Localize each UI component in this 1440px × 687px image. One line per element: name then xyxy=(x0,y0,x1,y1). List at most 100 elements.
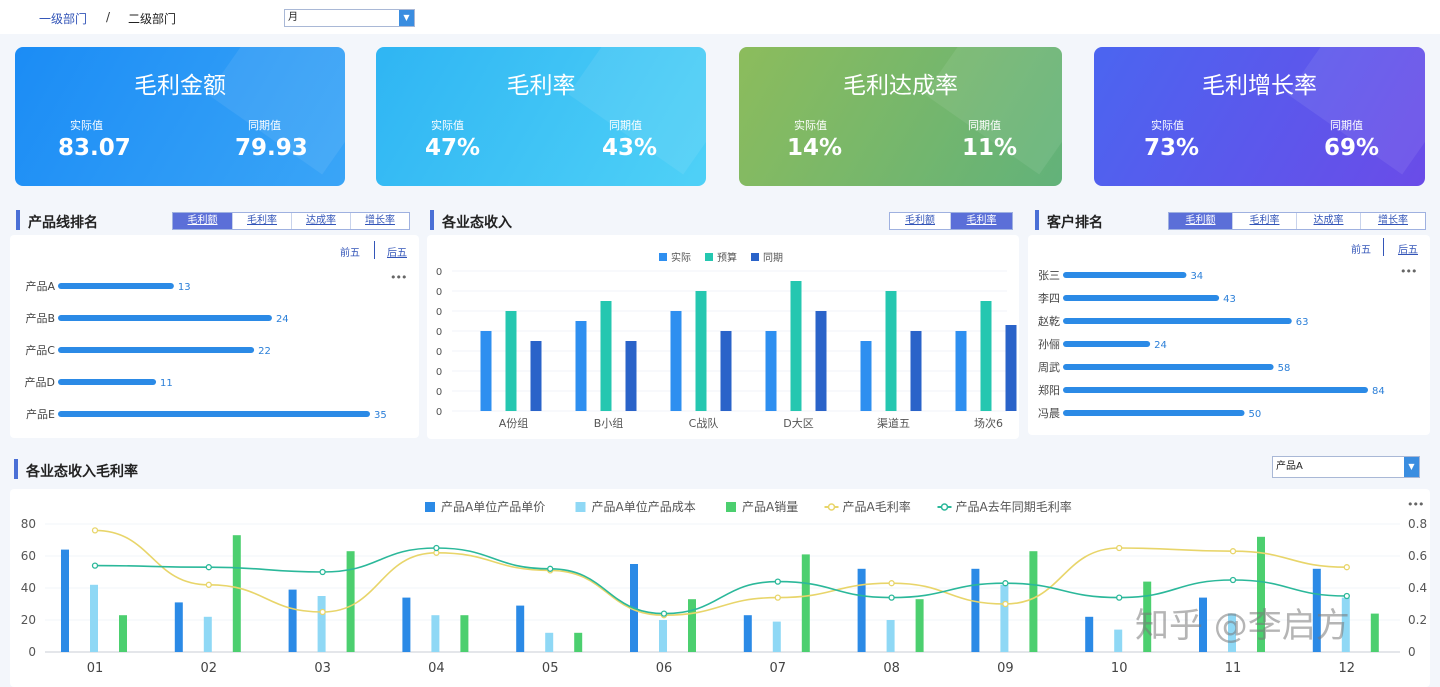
x-tick-label: C战队 xyxy=(689,416,719,430)
breadcrumb-level1[interactable]: 一级部门 xyxy=(39,12,88,26)
tab-gross-margin[interactable]: 毛利率 xyxy=(233,213,292,229)
bar xyxy=(857,568,866,652)
x-tick-label: 08 xyxy=(883,661,900,676)
kpi-prior-label: 同期值 xyxy=(248,119,281,132)
x-tick-label: 10 xyxy=(1111,661,1128,676)
toggle-divider xyxy=(1383,238,1384,256)
bottom5-toggle[interactable]: 后五 xyxy=(1398,245,1418,256)
data-label: 35 xyxy=(374,410,387,421)
data-label: 43 xyxy=(1223,294,1236,305)
bar xyxy=(1063,272,1187,278)
tab-gross-margin[interactable]: 毛利率 xyxy=(1233,213,1297,229)
y-right-tick-label: 0.2 xyxy=(1408,613,1427,627)
top5-toggle[interactable]: 前五 xyxy=(340,248,360,259)
tab-growth-rate[interactable]: 增长率 xyxy=(1378,215,1408,226)
y-tick-label: 0 xyxy=(436,407,442,418)
tab-gross-profit[interactable]: 毛利额 xyxy=(890,213,951,229)
bar xyxy=(980,301,992,411)
kpi-prior-value: 79.93 xyxy=(235,135,308,161)
bar xyxy=(1063,410,1245,416)
x-tick-label: 07 xyxy=(770,661,787,676)
product-rank-title: 产品线排名 xyxy=(16,210,98,232)
tab-gross-profit[interactable]: 毛利额 xyxy=(173,213,233,229)
line-point xyxy=(1116,544,1123,552)
kpi-prior-label: 同期值 xyxy=(609,119,642,132)
top-bar: 一级部门 / 二级部门 月 ▼ xyxy=(0,0,1440,34)
tab-achievement-rate[interactable]: 达成率 xyxy=(292,213,351,229)
x-tick-label: 09 xyxy=(997,661,1014,676)
bar xyxy=(58,347,255,353)
top5-toggle[interactable]: 前五 xyxy=(1351,245,1371,256)
line-point xyxy=(91,527,99,534)
bar xyxy=(955,331,967,411)
tab-achievement-rate[interactable]: 达成率 xyxy=(1297,213,1361,229)
biz-income-panel: 0 0 0 0 0 0 0 0 实际 预算 同期 A份组 B小组 C战队 D大区 渠道五 场次6 xyxy=(427,235,1019,439)
bar xyxy=(545,632,554,652)
y-right-tick-label: 0 xyxy=(1408,645,1416,659)
data-label: 24 xyxy=(276,314,289,325)
bar xyxy=(431,615,440,652)
bar xyxy=(402,597,411,652)
category-label: 李四 xyxy=(1038,291,1060,305)
bar xyxy=(860,341,872,411)
breadcrumb-separator: / xyxy=(106,10,111,24)
bottom5-toggle[interactable]: 后五 xyxy=(387,248,407,259)
toggle-divider xyxy=(374,241,375,259)
bar xyxy=(688,599,696,652)
chevron-down-icon[interactable]: ▼ xyxy=(399,10,414,26)
customer-rank-tabs: 毛利额 毛利率 达成率 增长率 xyxy=(1168,212,1426,230)
x-tick-label: 11 xyxy=(1225,661,1242,676)
more-icon[interactable]: ••• xyxy=(1407,498,1424,511)
y-tick-label: 0 xyxy=(436,287,442,298)
line-point xyxy=(319,568,326,576)
x-tick-label: 01 xyxy=(87,661,104,676)
category-label: 张三 xyxy=(1038,269,1060,282)
y-tick-label: 0 xyxy=(436,267,442,278)
line-point xyxy=(547,565,554,572)
chevron-down-icon[interactable]: ▼ xyxy=(1404,457,1419,477)
bar xyxy=(625,341,637,411)
tab-growth-rate[interactable]: 增长率 xyxy=(365,215,395,226)
line-point xyxy=(205,581,212,588)
tab-gross-profit[interactable]: 毛利额 xyxy=(1169,213,1233,229)
line-point xyxy=(1343,564,1350,571)
kpi-title: 毛利金额 xyxy=(134,73,226,99)
period-select-value: 月 xyxy=(288,12,298,23)
legend-label: 实际 xyxy=(671,251,691,264)
bar xyxy=(61,549,69,652)
kpi-card-achievement-rate: 毛利达成率 实际值 14% 同期值 11% xyxy=(739,47,1062,186)
data-label: 24 xyxy=(1154,340,1167,351)
y-right-tick-label: 0.4 xyxy=(1408,581,1427,595)
bar xyxy=(790,281,802,411)
bar xyxy=(1114,629,1123,652)
kpi-prior-label: 同期值 xyxy=(968,119,1001,132)
category-label: 产品E xyxy=(26,407,55,421)
legend-label: 产品A单位产品单价 xyxy=(441,499,545,514)
kpi-actual-label: 实际值 xyxy=(70,119,103,132)
data-label: 84 xyxy=(1372,386,1385,397)
period-select[interactable]: 月 ▼ xyxy=(284,9,415,27)
more-icon[interactable]: ••• xyxy=(390,271,407,284)
data-label: 11 xyxy=(160,378,173,389)
line-point xyxy=(91,562,99,569)
bar xyxy=(346,551,355,652)
product-select[interactable]: 产品A ▼ xyxy=(1272,456,1420,478)
kpi-title: 毛利率 xyxy=(506,73,576,99)
customer-rank-chart: 张三 34 李四 43 赵乾 63 孙俪 24 周武 58 郑阳 84 冯晨 50 xyxy=(1038,269,1385,420)
bar xyxy=(1257,536,1265,652)
x-tick-label: A份组 xyxy=(499,416,529,430)
biz-income-title: 各业态收入 xyxy=(430,210,512,232)
legend-label: 同期 xyxy=(763,252,783,264)
y-tick-label: 0 xyxy=(436,307,442,318)
x-tick-label: 渠道五 xyxy=(877,416,910,430)
tab-gross-margin[interactable]: 毛利率 xyxy=(951,213,1012,229)
x-tick-label: 05 xyxy=(542,661,559,676)
legend-swatch xyxy=(705,253,713,261)
legend-label: 预算 xyxy=(717,251,737,264)
more-icon[interactable]: ••• xyxy=(1400,265,1417,278)
legend-label: 产品A销量 xyxy=(742,500,798,514)
bar xyxy=(885,291,897,411)
legend-swatch xyxy=(751,253,759,261)
kpi-actual-label: 实际值 xyxy=(794,119,827,132)
customer-rank-panel: 前五 后五 ••• 张三 34 李四 43 赵乾 63 孙俪 24 周武 58 郑阳 84 冯晨 50 xyxy=(1028,235,1430,435)
